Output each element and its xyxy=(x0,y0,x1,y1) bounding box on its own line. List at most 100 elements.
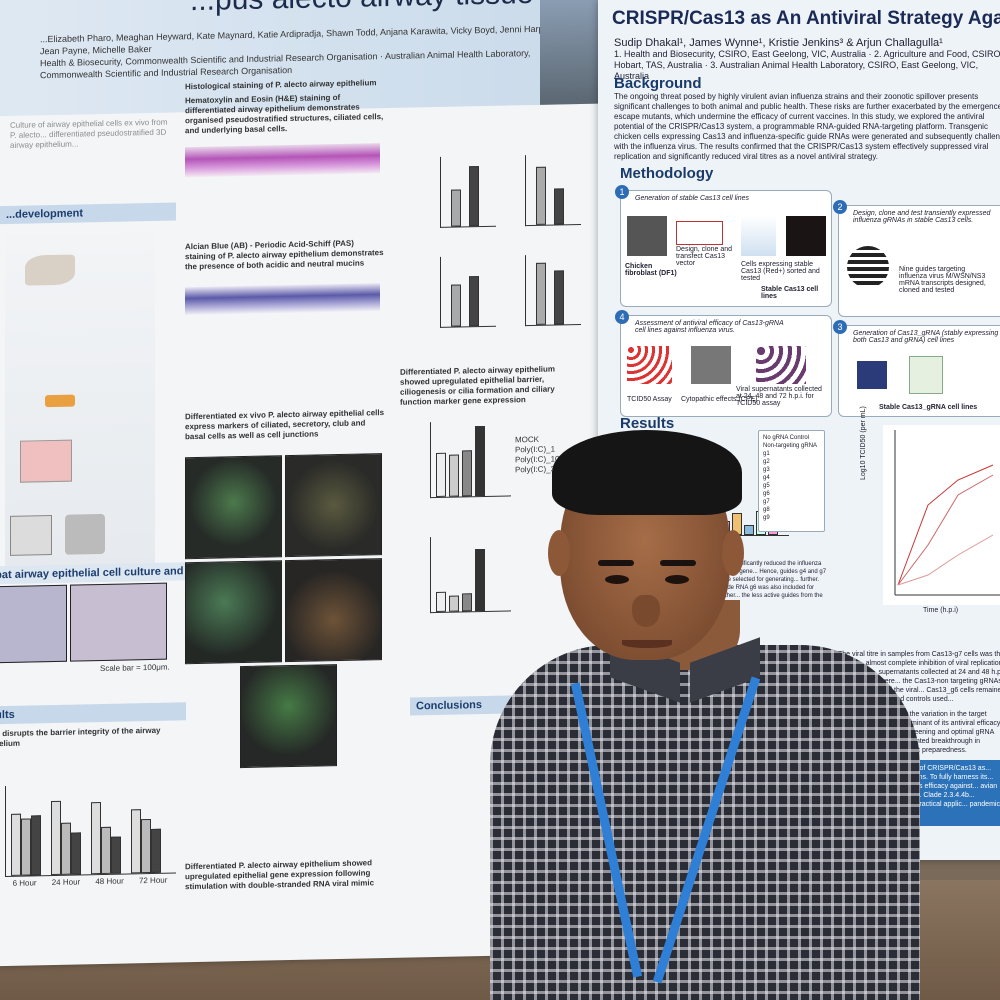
methodology-heading: Methodology xyxy=(620,165,714,182)
bar xyxy=(61,822,71,875)
cell-culture-icon xyxy=(857,361,887,389)
if-panel-c xyxy=(185,560,282,665)
step-number: 1 xyxy=(615,185,629,199)
facs-plot xyxy=(741,216,776,256)
dsrna-heading: Differentiated P. alecto airway epitheli… xyxy=(185,858,375,892)
left-eye xyxy=(605,575,629,584)
micrograph-culture-1 xyxy=(0,584,67,664)
time-axis-labels: 6 Hour 24 Hour 48 Hour 72 Hour xyxy=(5,875,175,889)
bar xyxy=(744,525,754,535)
upreg-heading: Differentiated P. alecto airway epitheli… xyxy=(400,364,556,407)
left-poster-column-2: Histological staining of P. alecto airwa… xyxy=(185,78,395,922)
left-ear xyxy=(548,530,570,576)
legend-item: g5 xyxy=(763,483,770,489)
development-heading: ...development xyxy=(0,202,176,225)
microscope-icon xyxy=(65,513,105,555)
incubator-icon xyxy=(10,515,52,556)
bar xyxy=(31,815,41,876)
bar xyxy=(71,832,81,875)
growth-curve-chart: Time (h.p.i) xyxy=(883,425,1000,614)
step-1-box: 1 Generation of stable Cas13 cell lines … xyxy=(615,185,832,307)
legend-item: g6 xyxy=(763,491,770,497)
bar xyxy=(554,270,564,325)
legend-item: g7 xyxy=(763,499,770,505)
teer-chart xyxy=(5,782,176,878)
guide-legend: No gRNA Control Non-targeting gRNA g1 g2… xyxy=(758,430,825,532)
legend-item: g3 xyxy=(763,467,770,473)
affiliations-text: 1. Health and Biosecurity, CSIRO, East G… xyxy=(614,49,1000,81)
bar xyxy=(111,836,121,874)
bar xyxy=(449,454,459,497)
virus-icon xyxy=(847,246,889,288)
step-2-box: 2 Design, clone and test transiently exp… xyxy=(833,200,1000,317)
series-line xyxy=(897,474,994,586)
legend-item: g8 xyxy=(763,507,770,513)
left-poster-authors: ...Elizabeth Pharo, Meaghan Heyward, Kat… xyxy=(40,22,560,81)
step-4-box: 4 Assessment of antiviral efficacy of Ca… xyxy=(615,310,832,417)
legend-item: Non-targeting gRNA xyxy=(763,443,818,449)
step-label: Design, clone and test transiently expre… xyxy=(853,210,991,224)
bar xyxy=(449,595,459,612)
cpe-image xyxy=(691,346,731,384)
bar xyxy=(151,828,161,873)
right-eyebrow xyxy=(660,560,696,566)
bar xyxy=(469,166,479,227)
differentiated-heading: Differentiated ex vivo P. alecto airway … xyxy=(185,408,385,442)
micrograph-culture-2 xyxy=(70,582,167,662)
legend-item: g9 xyxy=(763,515,770,521)
right-poster-authors: Sudip Dhakal¹, James Wynne¹, Kristie Jen… xyxy=(614,38,1000,82)
bar xyxy=(451,189,461,227)
tcid50-plate xyxy=(627,346,672,384)
presenter xyxy=(470,430,930,1000)
bar xyxy=(21,818,31,876)
left-eyebrow xyxy=(598,560,634,566)
tube-icon xyxy=(45,394,75,408)
culture-heading: ...bat airway epithelial cell culture an… xyxy=(0,562,186,599)
series-line xyxy=(897,534,994,586)
step-label: Assessment of antiviral efficacy of Cas1… xyxy=(635,320,784,334)
bar xyxy=(451,284,461,327)
scale-text: Scale bar = 100μm. xyxy=(100,662,170,674)
bar xyxy=(51,800,61,876)
legend-item: g2 xyxy=(763,459,770,465)
legend-item: No gRNA Control xyxy=(763,435,810,441)
if-panel-b xyxy=(285,453,382,558)
mouth xyxy=(622,640,672,648)
green-cells-image xyxy=(909,356,943,394)
if-panel-a xyxy=(185,455,282,560)
bar xyxy=(436,452,446,497)
bat-icon xyxy=(25,254,75,286)
rsad2-chart xyxy=(525,253,581,327)
left-poster-column-1: Culture of airway epithelial cells ex vi… xyxy=(0,117,186,961)
bar xyxy=(536,166,546,225)
step-label: Generation of Cas13_gRNA (stably express… xyxy=(853,330,999,344)
cxcl10-chart xyxy=(440,255,496,328)
time-label: 24 Hour xyxy=(51,877,81,888)
df1-image xyxy=(627,216,667,256)
barrier-heading: ...I:C) disrupts the barrier integrity o… xyxy=(0,725,161,749)
if-panel-e xyxy=(240,664,337,769)
sample-plate xyxy=(756,346,806,384)
nose xyxy=(632,595,660,627)
stable-label: Stable Cas13 cell lines xyxy=(761,286,819,300)
right-ear xyxy=(722,530,744,576)
red-cells-image xyxy=(786,216,826,256)
df1-label: Chicken fibroblast (DF1) xyxy=(625,263,677,277)
ifnl1-chart xyxy=(525,153,581,227)
legend-list: No gRNA Control Non-targeting gRNA g1 g2… xyxy=(763,434,817,522)
time-label: 72 Hour xyxy=(138,875,168,886)
results-heading: ...ults xyxy=(0,702,186,725)
bar xyxy=(131,809,141,874)
x-axis-label: Time (h.p.i) xyxy=(923,607,959,614)
bar xyxy=(536,262,546,325)
hair xyxy=(552,430,742,515)
plate-icon xyxy=(20,439,72,483)
step-number: 2 xyxy=(833,200,847,214)
supernatant-label: Viral supernatants collected at 24, 48 a… xyxy=(736,386,822,407)
time-label: 6 Hour xyxy=(12,878,37,888)
vector-icon xyxy=(676,221,723,245)
ab-pas-stain-image xyxy=(185,283,380,316)
legend-item: g4 xyxy=(763,475,770,481)
step-number: 4 xyxy=(615,310,629,324)
